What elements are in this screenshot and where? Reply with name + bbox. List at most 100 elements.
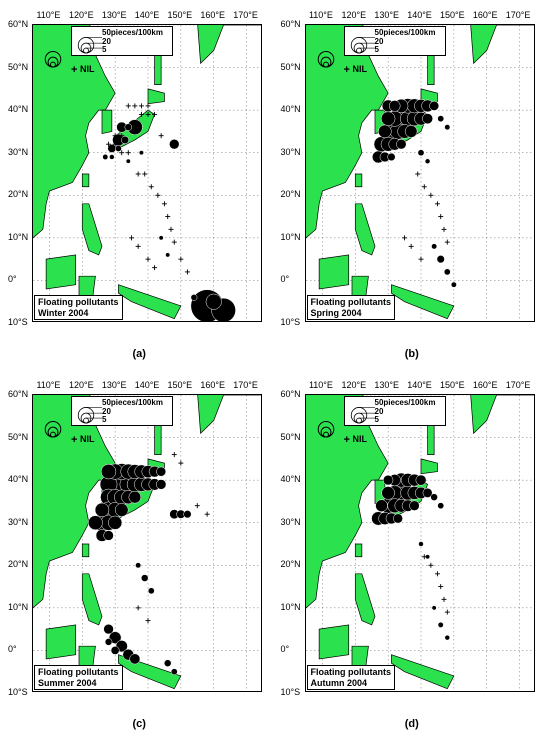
lat-tick-label: 10°S: [8, 687, 28, 697]
nil-cross: [172, 240, 177, 245]
lon-tick-label: 140°E: [135, 380, 160, 390]
lon-tick-label: 120°E: [69, 380, 94, 390]
nil-cross: [136, 172, 141, 177]
legend-circles-icon: [41, 43, 71, 78]
nil-cross: [441, 597, 446, 602]
panel-d: 110°E120°E130°E140°E150°E160°E170°E60°N5…: [281, 378, 544, 728]
data-bubble: [430, 494, 437, 501]
lon-tick-label: 130°E: [374, 10, 399, 20]
nil-cross: [142, 172, 147, 177]
lon-tick-label: 170°E: [506, 10, 531, 20]
lon-tick-label: 170°E: [233, 380, 258, 390]
nil-cross: [178, 257, 183, 262]
lat-tick-label: 10°N: [281, 232, 301, 242]
data-bubble: [130, 654, 140, 664]
nil-cross: [132, 103, 137, 108]
lat-tick-label: 50°N: [8, 432, 28, 442]
data-bubble: [405, 125, 417, 137]
legend-label: 50pieces/100km: [375, 28, 436, 37]
data-bubble: [429, 101, 438, 110]
land-mass: [197, 25, 262, 63]
lon-tick-label: 160°E: [473, 380, 498, 390]
nil-cross: [146, 257, 151, 262]
nil-cross: [408, 244, 413, 249]
lon-tick-label: 170°E: [233, 10, 258, 20]
data-bubble: [166, 253, 170, 257]
nil-cross: [444, 610, 449, 615]
lat-tick-label: 10°N: [8, 602, 28, 612]
nil-cross: [438, 214, 443, 219]
nil-cross: [159, 133, 164, 138]
data-bubble: [436, 255, 444, 263]
nil-cross: [178, 461, 183, 466]
land-mass: [355, 174, 362, 187]
data-bubble: [108, 516, 122, 530]
nil-label: + NIL: [344, 63, 367, 75]
lat-tick-label: 0°: [8, 644, 17, 654]
panel-sublabel: (d): [281, 718, 544, 730]
land-mass: [421, 459, 437, 474]
data-bubble: [159, 236, 163, 240]
nil-cross: [434, 201, 439, 206]
data-bubble: [103, 154, 108, 159]
nil-cross: [441, 227, 446, 232]
map-plot: 50pieces/100km205+ NILFloating pollutant…: [305, 394, 535, 692]
data-bubble: [115, 145, 121, 151]
data-bubble: [206, 294, 222, 310]
data-bubble: [129, 491, 141, 503]
lat-tick-label: 30°N: [8, 147, 28, 157]
lat-tick-label: 50°N: [281, 62, 301, 72]
lon-tick-label: 170°E: [506, 380, 531, 390]
data-bubble: [171, 669, 177, 675]
data-bubble: [387, 153, 395, 161]
nil-cross: [205, 512, 210, 517]
data-bubble: [184, 510, 192, 518]
lon-tick-label: 150°E: [440, 10, 465, 20]
legend-label: 5: [102, 45, 106, 54]
nil-cross: [418, 257, 423, 262]
lon-tick-label: 130°E: [374, 380, 399, 390]
lat-tick-label: 20°N: [8, 189, 28, 199]
lon-tick-label: 110°E: [36, 10, 60, 20]
nil-cross: [126, 103, 131, 108]
data-bubble: [139, 151, 143, 155]
lon-tick-label: 150°E: [440, 380, 465, 390]
nil-cross: [152, 265, 157, 270]
nil-cross: [136, 244, 141, 249]
nil-cross: [146, 103, 151, 108]
nil-cross: [146, 618, 151, 623]
land-mass: [102, 110, 112, 133]
nil-label: + NIL: [71, 63, 94, 75]
data-bubble: [169, 139, 179, 149]
lat-tick-label: 0°: [8, 274, 17, 284]
data-bubble: [431, 606, 435, 610]
lat-tick-label: 40°N: [281, 474, 301, 484]
map-plot: 50pieces/100km205+ NILFloating pollutant…: [32, 394, 262, 692]
legend-circles-icon: [41, 413, 71, 448]
data-bubble: [95, 503, 109, 517]
data-bubble: [135, 563, 140, 568]
lat-tick-label: 10°N: [281, 602, 301, 612]
lat-tick-label: 30°N: [281, 517, 301, 527]
data-bubble: [104, 624, 114, 634]
lon-tick-label: 160°E: [200, 380, 225, 390]
data-bubble: [444, 635, 449, 640]
panel-sublabel: (b): [281, 348, 544, 360]
lat-tick-label: 0°: [281, 644, 290, 654]
data-bubble: [111, 646, 119, 654]
legend-box: 50pieces/100km205: [344, 396, 446, 426]
nil-cross: [428, 193, 433, 198]
land-mass: [197, 395, 262, 433]
lat-tick-label: 10°S: [281, 687, 301, 697]
data-bubble: [418, 542, 423, 547]
lat-tick-label: 60°N: [281, 19, 301, 29]
panel-title: Floating pollutantsAutumn 2004: [307, 665, 396, 690]
land-mass: [82, 574, 102, 625]
land-mass: [355, 544, 362, 557]
data-bubble: [148, 588, 154, 594]
data-bubble: [389, 100, 400, 111]
legend-box: 50pieces/100km205: [344, 26, 446, 56]
lat-tick-label: 20°N: [8, 559, 28, 569]
land-mass: [319, 625, 349, 659]
legend-label: 5: [375, 45, 379, 54]
